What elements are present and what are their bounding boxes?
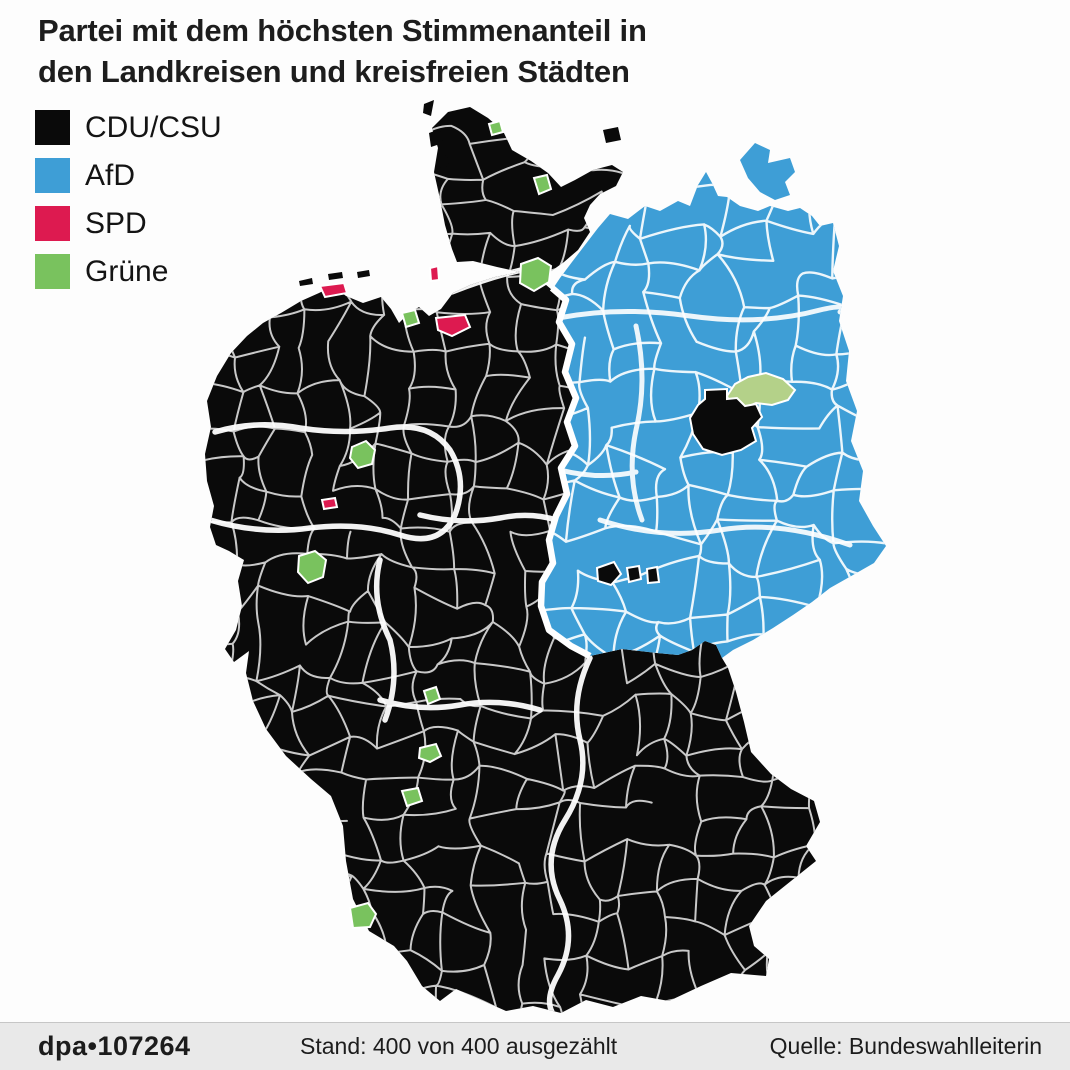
north-frisian-islands <box>299 100 621 286</box>
spd-district <box>434 313 472 338</box>
legend-swatch-gruene <box>35 254 70 289</box>
island <box>328 272 343 280</box>
page-title: Partei mit dem höchsten Stimmenanteil in… <box>38 10 647 92</box>
page-title-line2: den Landkreisen und kreisfreien Städten <box>38 54 630 89</box>
state-borders-east <box>555 304 853 548</box>
spd-district <box>318 281 349 299</box>
gruene-district <box>400 786 424 808</box>
cdu-district-east <box>595 560 623 587</box>
dpa-credit: dpa•107264 <box>38 1031 191 1061</box>
legend-label-afd: AfD <box>85 158 136 192</box>
legend-swatch-afd <box>35 158 70 193</box>
island <box>455 169 466 180</box>
island <box>603 127 621 143</box>
berlin-area-district <box>688 387 764 457</box>
state-border <box>207 422 464 542</box>
gruene-district <box>400 308 421 329</box>
gruene-district <box>296 549 328 585</box>
island <box>429 129 443 147</box>
page-title-line1: Partei mit dem höchsten Stimmenanteil in <box>38 13 647 48</box>
legend-swatch-spd <box>35 206 70 241</box>
legend: CDU/CSU AfD SPD Grüne <box>35 110 222 302</box>
gruene-district <box>518 256 553 293</box>
spd-district <box>428 264 441 283</box>
state-border <box>546 655 593 1013</box>
legend-label-gruene: Grüne <box>85 254 169 288</box>
gruene-district <box>348 901 378 930</box>
legend-swatch-cdu-csu <box>35 110 70 145</box>
gruene-districts <box>296 119 797 930</box>
legend-item-cdu-csu: CDU/CSU <box>35 110 222 145</box>
island <box>437 155 449 168</box>
state-border <box>555 304 845 323</box>
gruene-district <box>532 173 553 196</box>
gruene-district <box>417 742 443 764</box>
legend-item-spd: SPD <box>35 206 222 241</box>
state-border <box>373 557 397 723</box>
spd-district <box>320 496 339 511</box>
cdu-district-east <box>625 564 643 584</box>
cdu-districts-in-east <box>595 387 764 587</box>
region-west-germany <box>205 107 820 1013</box>
island-ruegen <box>740 143 795 200</box>
gruene-district <box>487 119 505 137</box>
gruene-district <box>348 439 377 470</box>
island <box>423 100 434 116</box>
island <box>357 270 370 278</box>
footer-bar: dpa•107264 Stand: 400 von 400 ausgezählt… <box>0 1022 1070 1070</box>
legend-item-afd: AfD <box>35 158 222 193</box>
count-status: Stand: 400 von 400 ausgezählt <box>300 1033 618 1059</box>
gruene-district <box>422 685 442 706</box>
state-border <box>377 697 543 713</box>
legend-label-spd: SPD <box>85 206 147 240</box>
source-credit: Quelle: Bundeswahlleiterin <box>769 1033 1042 1059</box>
cdu-district-east <box>645 565 661 585</box>
legend-label-cdu-csu: CDU/CSU <box>85 110 222 144</box>
spd-districts <box>318 264 472 511</box>
state-border <box>629 323 645 523</box>
state-border <box>597 517 853 548</box>
legend-item-gruene: Grüne <box>35 254 222 289</box>
island <box>299 278 313 286</box>
east-west-border <box>537 285 592 659</box>
state-border <box>557 467 639 479</box>
state-border <box>417 512 559 524</box>
